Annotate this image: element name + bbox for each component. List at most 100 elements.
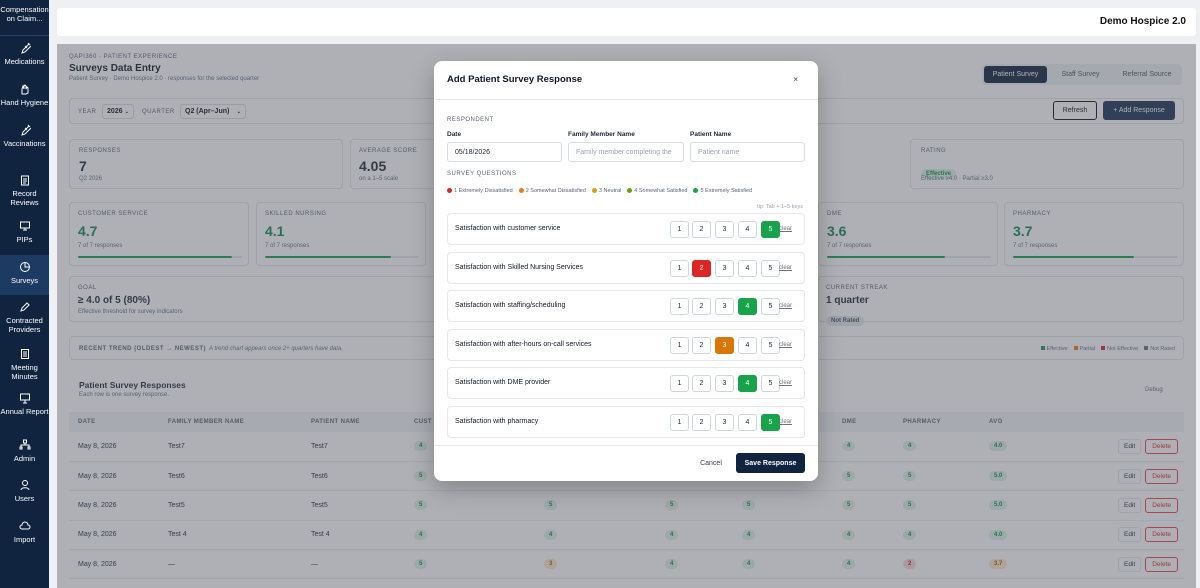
clear-link[interactable]: clear: [779, 380, 793, 386]
clear-link[interactable]: clear: [779, 264, 793, 271]
rating-option-5[interactable]: 5: [761, 259, 780, 277]
sidebar-item-admin[interactable]: Admin: [0, 433, 49, 473]
tab-patient-survey[interactable]: Patient Survey: [984, 66, 1047, 83]
rating-option-4[interactable]: 4: [738, 413, 757, 431]
rating-option-3[interactable]: 3: [715, 221, 734, 238]
goal-card: GOAL ≥ 4.0 of 5 (80%) Effective threshol…: [69, 276, 489, 322]
patient-field[interactable]: Patient name: [690, 142, 805, 162]
rating-option-4[interactable]: 4: [738, 259, 757, 277]
edit-button[interactable]: Edit: [1118, 468, 1142, 484]
rating-option-5[interactable]: 5: [761, 375, 780, 392]
chevron-down-icon: ⌄: [124, 108, 129, 115]
rating-option-2[interactable]: 2: [692, 259, 711, 277]
rating-option-4[interactable]: 4: [738, 336, 757, 354]
rating-option-2[interactable]: 2: [692, 413, 711, 431]
clear-link[interactable]: clear: [779, 303, 793, 309]
column-header: FAMILY MEMBER NAME: [159, 412, 302, 432]
rating-option-3[interactable]: 3: [715, 259, 734, 277]
edit-button[interactable]: Edit: [1118, 438, 1142, 454]
status-badge: Not Rated: [826, 316, 865, 326]
edit-button[interactable]: Edit: [1118, 556, 1142, 572]
patient-label: Patient Name: [690, 131, 732, 138]
rating-option-4[interactable]: 4: [738, 375, 757, 392]
quarter-select[interactable]: Q2 (Apr–Jun) ⌄: [180, 104, 246, 119]
rating-option-5[interactable]: 5: [761, 221, 780, 238]
delete-button[interactable]: Delete: [1145, 527, 1178, 543]
rating-option-5[interactable]: 5: [761, 298, 780, 315]
rating-option-2[interactable]: 2: [692, 298, 711, 315]
clipboard-icon: [20, 175, 29, 186]
tab-staff-survey[interactable]: Staff Survey: [1061, 71, 1100, 78]
rating-option-4[interactable]: 4: [738, 221, 757, 238]
row-actions: Edit Delete: [1090, 432, 1184, 462]
refresh-button[interactable]: Refresh: [1053, 101, 1097, 120]
rating-option-2[interactable]: 2: [692, 221, 711, 238]
rating-option-4[interactable]: 4: [738, 298, 757, 315]
year-select[interactable]: 2026 ⌄: [102, 104, 134, 119]
rating-option-2[interactable]: 2: [692, 336, 711, 354]
cell-dme: 5: [833, 461, 894, 492]
edit-button[interactable]: Edit: [1118, 497, 1142, 513]
sidebar-item-hand-hygiene[interactable]: Hand Hygiene: [0, 77, 49, 118]
rating-option-1[interactable]: 1: [670, 221, 689, 238]
sidebar-item-label: Record Reviews: [10, 189, 39, 207]
rating-option-5[interactable]: 5: [761, 413, 780, 431]
sidebar-item-pips[interactable]: PIPs: [0, 214, 49, 255]
rating-option-1[interactable]: 1: [670, 375, 689, 392]
debug-link[interactable]: Debug: [1145, 387, 1163, 393]
sidebar-item-contracted-providers[interactable]: Contracted Providers: [0, 295, 49, 342]
family-field[interactable]: Family member completing the: [568, 142, 684, 162]
legend-label: Not Effective: [1107, 346, 1139, 352]
legend-swatch: [1073, 346, 1078, 350]
table-row: May 8, 2026 Test5 Test5 5 5 5 5 5 5 5.0 Edit Delete: [69, 490, 1184, 521]
sidebar: Compensation on Claim... Medications Hand…: [0, 0, 49, 588]
cell-c2: 5: [535, 490, 656, 521]
legend-swatch: [1101, 346, 1106, 350]
clear-link[interactable]: clear: [779, 418, 793, 425]
category-label: CUSTOMER SERVICE: [78, 211, 149, 217]
sidebar-item-users[interactable]: Users: [0, 473, 49, 514]
add-response-button[interactable]: + Add Response: [1103, 101, 1175, 120]
sidebar-item-record-reviews[interactable]: Record Reviews: [0, 168, 49, 214]
streak-value: 1 quarter: [826, 295, 869, 306]
rating-option-3[interactable]: 3: [715, 336, 734, 354]
tab-referral-source[interactable]: Referral Source: [1122, 71, 1172, 78]
rating-option-5[interactable]: 5: [761, 336, 780, 354]
rating-option-1[interactable]: 1: [670, 413, 689, 431]
sidebar-item-compensation[interactable]: Compensation on Claim...: [0, 0, 49, 36]
question-label: Satisfaction with staffing/scheduling: [455, 302, 566, 309]
clear-link[interactable]: clear: [779, 226, 793, 232]
stat-sub: on a 1–5 scale: [359, 176, 399, 182]
legend-label: 2 Somewhat Dissatisfied: [525, 188, 586, 194]
divider: [434, 445, 818, 446]
rating-option-3[interactable]: 3: [715, 298, 734, 315]
rating-option-1[interactable]: 1: [670, 259, 689, 277]
goal-label: GOAL: [78, 285, 97, 291]
rating-option-1[interactable]: 1: [670, 336, 689, 354]
category-progress-fill: [265, 256, 392, 258]
trend-label: RECENT TREND (OLDEST → NEWEST): [79, 346, 206, 352]
close-icon[interactable]: ×: [793, 75, 798, 84]
sidebar-item-annual-report[interactable]: Annual Report: [0, 386, 49, 433]
date-field[interactable]: 05/18/2026: [447, 142, 562, 162]
sidebar-item-vaccinations[interactable]: Vaccinations: [0, 118, 49, 168]
row-actions: Edit Delete: [1090, 520, 1184, 551]
sidebar-item-import[interactable]: Import: [0, 514, 49, 551]
rating-option-3[interactable]: 3: [715, 413, 734, 431]
delete-button[interactable]: Delete: [1145, 468, 1178, 484]
save-response-button[interactable]: Save Response: [736, 453, 805, 473]
delete-button[interactable]: Delete: [1145, 497, 1178, 513]
edit-button[interactable]: Edit: [1118, 527, 1142, 543]
rating-option-3[interactable]: 3: [715, 375, 734, 392]
sidebar-item-surveys[interactable]: Surveys: [0, 255, 49, 295]
rating-option-2[interactable]: 2: [692, 375, 711, 392]
rating-option-1[interactable]: 1: [670, 298, 689, 315]
sidebar-item-meeting-minutes[interactable]: Meeting Minutes: [0, 342, 49, 386]
sidebar-item-medications[interactable]: Medications: [0, 36, 49, 77]
delete-button[interactable]: Delete: [1145, 556, 1178, 572]
score-badge: 4.0: [989, 529, 1008, 540]
cancel-button[interactable]: Cancel: [700, 460, 722, 467]
clear-link[interactable]: clear: [779, 341, 793, 348]
delete-button[interactable]: Delete: [1145, 438, 1178, 454]
score-badge: 3: [544, 559, 558, 570]
